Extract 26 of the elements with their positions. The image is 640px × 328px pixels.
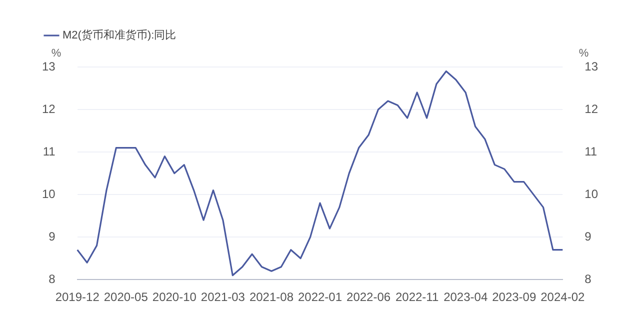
y-tick-label: 12 <box>42 102 56 116</box>
y2-axis-title: % <box>578 48 589 60</box>
x-tick-label: 2019-12 <box>55 290 100 304</box>
y2-tick-label: 13 <box>584 59 598 74</box>
x-tick-label: 2021-03 <box>200 290 246 304</box>
y-tick-label: 8 <box>48 272 56 286</box>
x-tick-label: 2022-01 <box>298 290 342 304</box>
x-tick-label: 2023-04 <box>444 290 488 304</box>
y2-tick-label: 8 <box>584 272 592 286</box>
y-tick-label: 9 <box>48 229 56 244</box>
y-tick-label: 10 <box>42 186 56 201</box>
y-tick-label: 13 <box>42 59 56 74</box>
y-tick-label: 11 <box>42 144 56 158</box>
x-tick-label: 2023-09 <box>492 290 536 304</box>
y-axis-title: % <box>51 48 62 60</box>
x-tick-label: 2021-08 <box>249 290 294 304</box>
x-tick-label: 2024-02 <box>540 290 585 304</box>
x-tick-label: 2022-06 <box>346 290 391 304</box>
y2-tick-label: 12 <box>584 102 598 116</box>
legend-label: M2(货币和准货币):同比 <box>62 28 176 42</box>
x-tick-label: 2020-10 <box>152 290 197 304</box>
y2-tick-label: 11 <box>584 144 598 158</box>
y2-tick-label: 10 <box>584 186 598 201</box>
x-tick-label: 2020-05 <box>104 290 148 304</box>
y2-tick-label: 9 <box>584 229 592 244</box>
x-tick-label: 2022-11 <box>395 290 439 304</box>
